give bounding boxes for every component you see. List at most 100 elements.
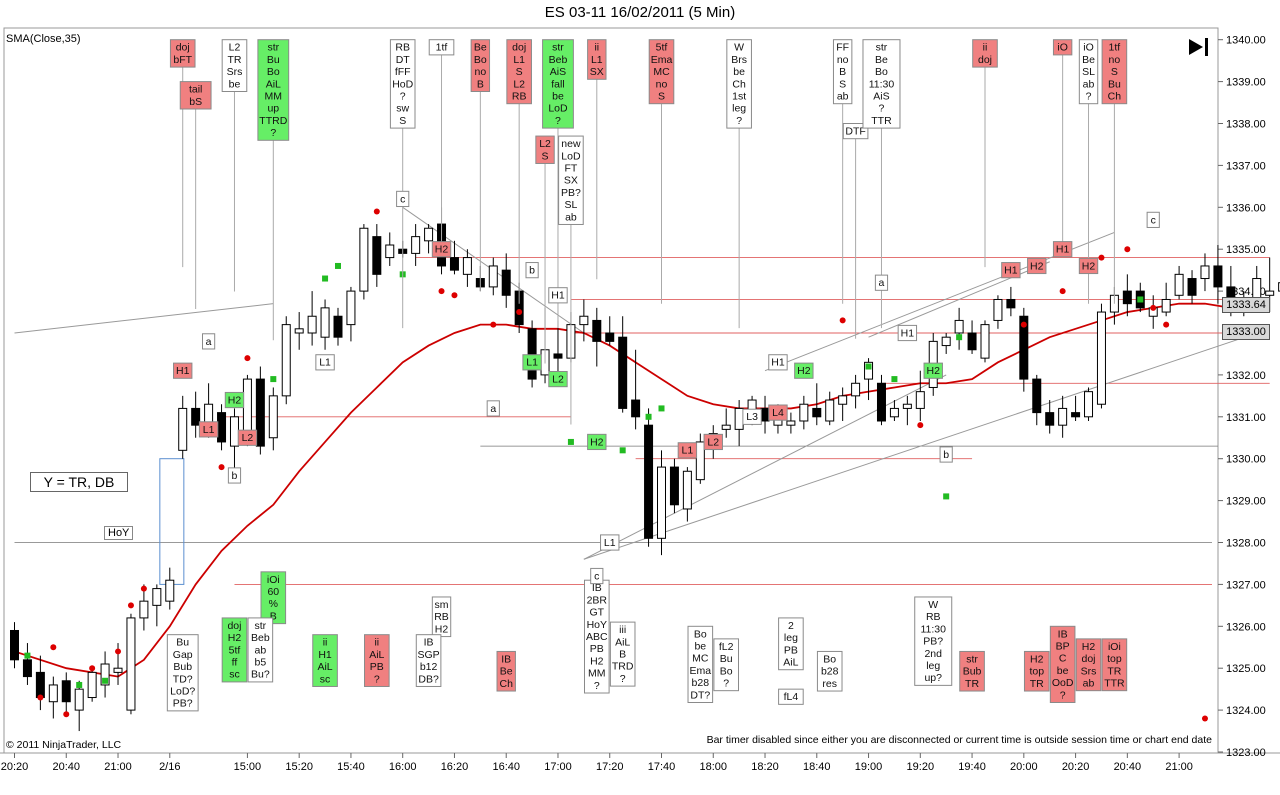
signal-dot xyxy=(490,321,497,328)
annotation-text: ? xyxy=(555,115,561,127)
annotation-text: be xyxy=(229,78,241,90)
annotation-text: ? xyxy=(879,103,885,115)
annotation-text: Bo xyxy=(823,653,836,665)
annotation-text: iOi xyxy=(1108,641,1121,653)
candle-body xyxy=(760,407,770,422)
annotation-text: SX xyxy=(590,66,604,78)
candle xyxy=(592,307,602,367)
signal-dot xyxy=(1098,254,1105,261)
candle-body xyxy=(281,324,291,397)
annotation-text: RB xyxy=(395,42,410,54)
annotation-text: SL xyxy=(1082,66,1095,78)
annotation-box xyxy=(842,123,869,140)
annotation-text: 1tf xyxy=(1109,42,1121,54)
y-tick-label: 1327.00 xyxy=(1226,579,1266,591)
annotation-text: Bo xyxy=(875,66,888,78)
annotation-text: PB? xyxy=(561,187,581,199)
annotation-box xyxy=(1052,39,1073,56)
annotation-text: ? xyxy=(400,91,406,103)
annotation-box xyxy=(648,39,675,105)
annotation-text: ii xyxy=(594,42,599,54)
annotation-text: leg xyxy=(732,103,746,115)
annotation-text: H2 xyxy=(435,623,449,635)
x-tick-label: 19:40 xyxy=(958,761,986,773)
annotation-text: AiL xyxy=(266,78,281,90)
annotation-box xyxy=(202,333,216,350)
annotation-text: Beb xyxy=(549,54,568,66)
candle xyxy=(48,676,58,719)
scroll-to-end-icon[interactable] xyxy=(1189,38,1211,56)
annotation-text: S xyxy=(1111,66,1118,78)
x-tick-label: 16:00 xyxy=(389,761,417,773)
chart-title: ES 03-11 16/02/2011 (5 Min) xyxy=(544,4,736,21)
annotation-text: Bu xyxy=(176,637,189,649)
candle-body xyxy=(682,470,692,510)
candle-body xyxy=(152,588,162,606)
annotation-text: ? xyxy=(270,127,276,139)
signal-dot xyxy=(1020,321,1027,328)
annotation-text: ? xyxy=(1060,689,1066,701)
candle-body xyxy=(1174,273,1184,296)
candle-body xyxy=(1122,290,1132,305)
x-tick-label: 16:40 xyxy=(492,761,520,773)
annotation-text: H1 xyxy=(551,290,565,302)
candle-body xyxy=(644,424,654,539)
annotation-box xyxy=(247,617,274,683)
annotation-box xyxy=(726,39,752,129)
annotation-text: ? xyxy=(723,677,729,689)
annotation-box xyxy=(609,621,636,687)
signal-dot xyxy=(917,422,924,429)
candle-body xyxy=(372,236,382,275)
annotation-text: Be xyxy=(1082,54,1095,66)
annotation-box xyxy=(169,39,196,68)
annotation-text: c xyxy=(400,193,405,205)
annotation-text: ab xyxy=(255,644,267,656)
annotation-text: 2nd xyxy=(924,648,942,660)
candle xyxy=(488,257,498,296)
annotation-text: no xyxy=(837,54,849,66)
candle-body xyxy=(424,227,434,242)
y-tick-label: 1324.00 xyxy=(1226,705,1266,717)
annotation-text: L1 xyxy=(526,357,538,369)
annotation-text: L1 xyxy=(604,537,616,549)
annotation-text: no xyxy=(474,66,486,78)
candle xyxy=(527,320,537,388)
annotation-text: L2 xyxy=(552,373,564,385)
annotation-box xyxy=(260,571,287,625)
signal-label: H2 xyxy=(587,433,607,451)
candle xyxy=(74,680,84,732)
annotation-box xyxy=(1078,257,1099,275)
x-tick-label: 15:00 xyxy=(234,761,262,773)
annotation-text: Beb xyxy=(251,632,270,644)
annotation-text: SL xyxy=(564,199,577,211)
annotation-text: B xyxy=(839,66,846,78)
x-tick-label: 15:20 xyxy=(285,761,313,773)
annotation-text: Bu xyxy=(267,54,280,66)
candle xyxy=(993,295,1003,329)
signal-label: H1 xyxy=(548,287,568,304)
candle-body xyxy=(320,307,330,338)
annotation: L2S xyxy=(535,135,555,364)
annotation-box xyxy=(939,446,953,463)
y-tick-label: 1336.00 xyxy=(1226,202,1266,214)
signal-label: a xyxy=(486,400,500,417)
annotation-text: FF xyxy=(836,42,849,54)
candle xyxy=(721,408,731,438)
annotation-text: PB xyxy=(590,643,604,655)
annotation-text: H1 xyxy=(176,365,190,377)
annotation-box xyxy=(221,617,248,683)
annotation-text: TTR xyxy=(1104,677,1125,689)
candle-body xyxy=(1058,407,1068,426)
candle xyxy=(618,316,628,413)
annotation-text: doj xyxy=(512,42,526,54)
annotation-box xyxy=(677,442,698,459)
annotation-text: H2 xyxy=(228,632,242,644)
y-tick-label: 1325.00 xyxy=(1226,663,1266,675)
